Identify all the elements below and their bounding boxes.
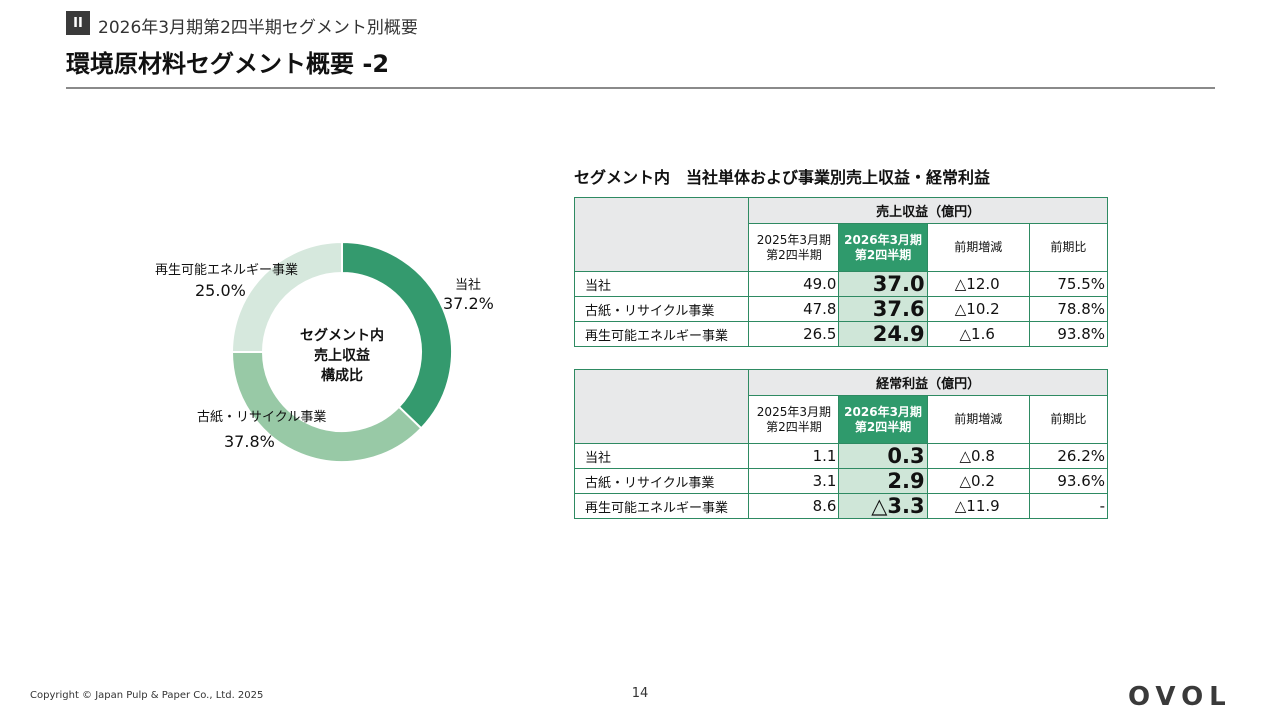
row-label: 当社 xyxy=(573,271,750,297)
col-header-curr: 2026年3月期 第2四半期 xyxy=(838,395,928,444)
col-header-ratio: 前期比 xyxy=(1028,223,1109,272)
cell-ratio: 93.6% xyxy=(1028,468,1109,494)
cell-prev: 8.6 xyxy=(748,493,840,519)
slice-value-group-2: 25.0% xyxy=(195,281,246,300)
page-title: 環境原材料セグメント概要 -2 xyxy=(66,50,390,78)
table-row: 古紙・リサイクル事業 47.8 37.6 △10.2 78.8% xyxy=(573,296,1109,322)
center-label-line: 売上収益 xyxy=(314,348,370,364)
cell-change: △12.0 xyxy=(926,271,1030,297)
cell-prev: 47.8 xyxy=(748,296,840,322)
row-label: 再生可能エネルギー事業 xyxy=(573,321,750,347)
slice-value-label: 37.8% xyxy=(224,432,275,451)
slice-name-label: 当社 xyxy=(455,278,482,293)
col-header-line: 2026年3月期 xyxy=(844,404,922,419)
page-number: 14 xyxy=(631,686,649,701)
table-row: 古紙・リサイクル事業 3.1 2.9 △0.2 93.6% xyxy=(573,468,1109,494)
table-corner xyxy=(573,369,750,444)
revenue-table: 売上収益（億円） 2025年3月期 第2四半期 2026年3月期 第2四半期 前期増… xyxy=(573,197,1109,347)
cell-curr: 37.6 xyxy=(838,296,928,322)
col-header-line: 第2四半期 xyxy=(854,419,912,434)
slice-label-group-0: 当社 xyxy=(455,274,481,293)
table-row: 再生可能エネルギー事業 8.6 △3.3 △11.9 - xyxy=(573,493,1109,519)
cell-ratio: 75.5% xyxy=(1028,271,1109,297)
slice-value-group-0: 37.2% xyxy=(443,294,494,313)
cell-ratio: 26.2% xyxy=(1028,443,1109,469)
col-header-line: 第2四半期 xyxy=(766,247,822,262)
section-badge: II xyxy=(66,11,90,35)
col-header-line: 2025年3月期 xyxy=(756,404,831,419)
cell-prev: 1.1 xyxy=(748,443,840,469)
col-header-line: 2026年3月期 xyxy=(844,232,922,247)
row-label: 古紙・リサイクル事業 xyxy=(573,468,750,494)
col-header-line: 2025年3月期 xyxy=(756,232,831,247)
row-label: 再生可能エネルギー事業 xyxy=(573,493,750,519)
slice-label-group-2: 再生可能エネルギー事業 xyxy=(155,259,298,278)
row-label: 当社 xyxy=(573,443,750,469)
cell-prev: 49.0 xyxy=(748,271,840,297)
center-label-line: セグメント内 xyxy=(300,328,384,344)
cell-change: △0.2 xyxy=(926,468,1030,494)
slice-name-label: 古紙・リサイクル事業 xyxy=(197,410,327,425)
table-row: 再生可能エネルギー事業 26.5 24.9 △1.6 93.8% xyxy=(573,321,1109,347)
slice-value-label: 25.0% xyxy=(195,281,246,300)
table-corner xyxy=(573,197,750,272)
copyright-text: Copyright © Japan Pulp & Paper Co., Ltd.… xyxy=(30,690,264,701)
cell-curr: 0.3 xyxy=(838,443,928,469)
col-header-line: 第2四半期 xyxy=(854,247,912,262)
cell-prev: 3.1 xyxy=(748,468,840,494)
col-header-prev: 2025年3月期 第2四半期 xyxy=(748,395,840,444)
title-divider xyxy=(66,87,1215,89)
col-header-prev: 2025年3月期 第2四半期 xyxy=(748,223,840,272)
col-header-change: 前期増減 xyxy=(926,395,1030,444)
row-label: 古紙・リサイクル事業 xyxy=(573,296,750,322)
donut-slice-0 xyxy=(341,240,453,430)
cell-ratio: 93.8% xyxy=(1028,321,1109,347)
col-header-line: 第2四半期 xyxy=(766,419,822,434)
cell-change: △0.8 xyxy=(926,443,1030,469)
table-row: 当社 49.0 37.0 △12.0 75.5% xyxy=(573,271,1109,297)
col-header-ratio: 前期比 xyxy=(1028,395,1109,444)
cell-change: △10.2 xyxy=(926,296,1030,322)
cell-change: △1.6 xyxy=(926,321,1030,347)
col-header-change: 前期増減 xyxy=(926,223,1030,272)
tables-title: セグメント内 当社単体および事業別売上収益・経常利益 xyxy=(574,168,991,187)
slice-label-group-1: 古紙・リサイクル事業 xyxy=(197,406,326,425)
profit-group-header: 経常利益（億円） xyxy=(748,369,1108,396)
center-label-line: 構成比 xyxy=(321,368,363,384)
slice-value-group-1: 37.8% xyxy=(224,432,275,451)
profit-table: 経常利益（億円） 2025年3月期 第2四半期 2026年3月期 第2四半期 前期増… xyxy=(573,369,1109,519)
cell-ratio: 78.8% xyxy=(1028,296,1109,322)
cell-curr: 24.9 xyxy=(838,321,928,347)
cell-curr: 2.9 xyxy=(838,468,928,494)
section-title: 2026年3月期第2四半期セグメント別概要 xyxy=(98,18,418,38)
cell-curr: 37.0 xyxy=(838,271,928,297)
cell-ratio: - xyxy=(1028,493,1109,519)
slice-value-label: 37.2% xyxy=(443,294,494,313)
col-header-curr: 2026年3月期 第2四半期 xyxy=(838,223,928,272)
donut-chart xyxy=(230,240,453,463)
cell-prev: 26.5 xyxy=(748,321,840,347)
company-logo: OVOL xyxy=(1128,682,1232,712)
table-row: 当社 1.1 0.3 △0.8 26.2% xyxy=(573,443,1109,469)
revenue-group-header: 売上収益（億円） xyxy=(748,197,1108,224)
cell-curr: △3.3 xyxy=(838,493,928,519)
donut-center-label: セグメント内 売上収益 構成比 xyxy=(282,326,402,386)
cell-change: △11.9 xyxy=(926,493,1030,519)
slice-name-label: 再生可能エネルギー事業 xyxy=(155,263,299,278)
donut-slice-2 xyxy=(230,240,343,353)
